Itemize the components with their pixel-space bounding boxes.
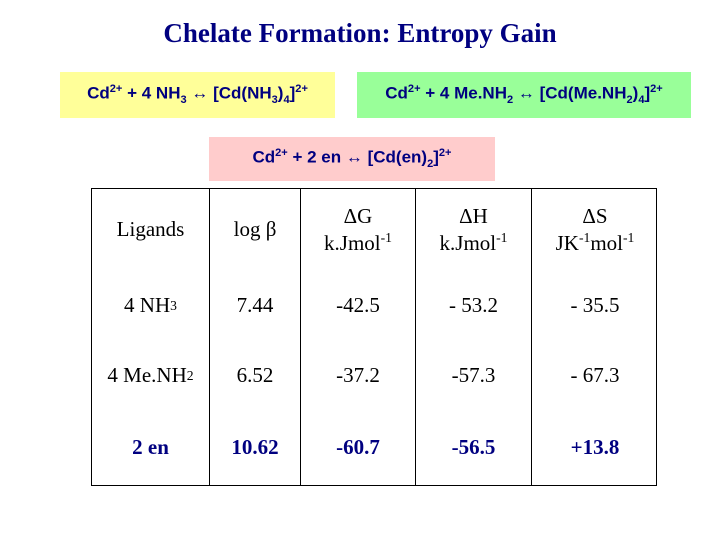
header-log-beta: log β [210, 189, 301, 271]
equation-en: Cd2+ + 2 en ↔ [Cd(en)2]2+ [209, 137, 495, 181]
row-en-logb: 10.62 [210, 411, 301, 485]
row-ammonia-dg: -42.5 [301, 271, 416, 341]
eq-text: Cd2+ + 4 Me.NH2 ↔ [Cd(Me.NH2)4]2+ [385, 83, 663, 107]
row-ammonia-dh: - 53.2 [416, 271, 532, 341]
row-en-ds: +13.8 [570, 435, 620, 460]
row-ammonia-ligand: 4 NH 3 [92, 271, 210, 341]
row-ammonia-logb: 7.44 [210, 271, 301, 341]
header-delta-h: ΔH k.Jmol-1 [416, 189, 532, 271]
row-methylamine-ds: - 67.3 [570, 363, 620, 388]
header-ligands: Ligands [92, 189, 210, 271]
row-en-ligand: 2 en [92, 411, 210, 485]
header-delta-g: ΔG k.Jmol-1 [301, 189, 416, 271]
row-en-dg: -60.7 [301, 411, 416, 485]
row-en-dh: -56.5 [416, 411, 532, 485]
thermo-table: Ligands log β ΔG k.Jmol-1 ΔH k.Jmol-1 ΔS… [91, 188, 657, 486]
row-methylamine-logb: 6.52 [210, 341, 301, 411]
equation-methylamine: Cd2+ + 4 Me.NH2 ↔ [Cd(Me.NH2)4]2+ [357, 72, 691, 118]
slide-title: Chelate Formation: Entropy Gain [163, 18, 557, 48]
header-delta-s: ΔS JK-1mol-1 [555, 204, 635, 255]
equation-ammonia: Cd2+ + 4 NH3 ↔ [Cd(NH3)4]2+ [60, 72, 335, 118]
row-methylamine-dh: -57.3 [416, 341, 532, 411]
row-methylamine-ligand: 4 Me.NH 2 [92, 341, 210, 411]
row-methylamine-dg: -37.2 [301, 341, 416, 411]
eq-text: Cd2+ + 4 NH3 ↔ [Cd(NH3)4]2+ [87, 83, 308, 107]
row-ammonia-ds: - 35.5 [570, 293, 620, 318]
eq-text: Cd2+ + 2 en ↔ [Cd(en)2]2+ [252, 147, 452, 171]
